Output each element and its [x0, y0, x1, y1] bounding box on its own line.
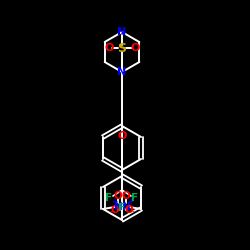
- Text: F: F: [106, 193, 112, 203]
- Text: F: F: [118, 203, 126, 213]
- Text: +: +: [127, 198, 133, 206]
- Text: O: O: [111, 205, 120, 215]
- Text: N: N: [118, 67, 127, 77]
- Text: N: N: [114, 202, 122, 212]
- Text: O: O: [130, 43, 140, 53]
- Text: O: O: [104, 43, 114, 53]
- Text: -: -: [132, 208, 134, 216]
- Text: +: +: [111, 198, 117, 206]
- Text: N: N: [118, 27, 127, 37]
- Text: N: N: [122, 202, 130, 212]
- Text: O: O: [117, 131, 127, 141]
- Text: O: O: [122, 191, 130, 201]
- Text: O: O: [114, 191, 122, 201]
- Text: F: F: [132, 193, 138, 203]
- Text: O: O: [124, 205, 133, 215]
- Text: -: -: [110, 208, 112, 216]
- Text: S: S: [118, 42, 126, 54]
